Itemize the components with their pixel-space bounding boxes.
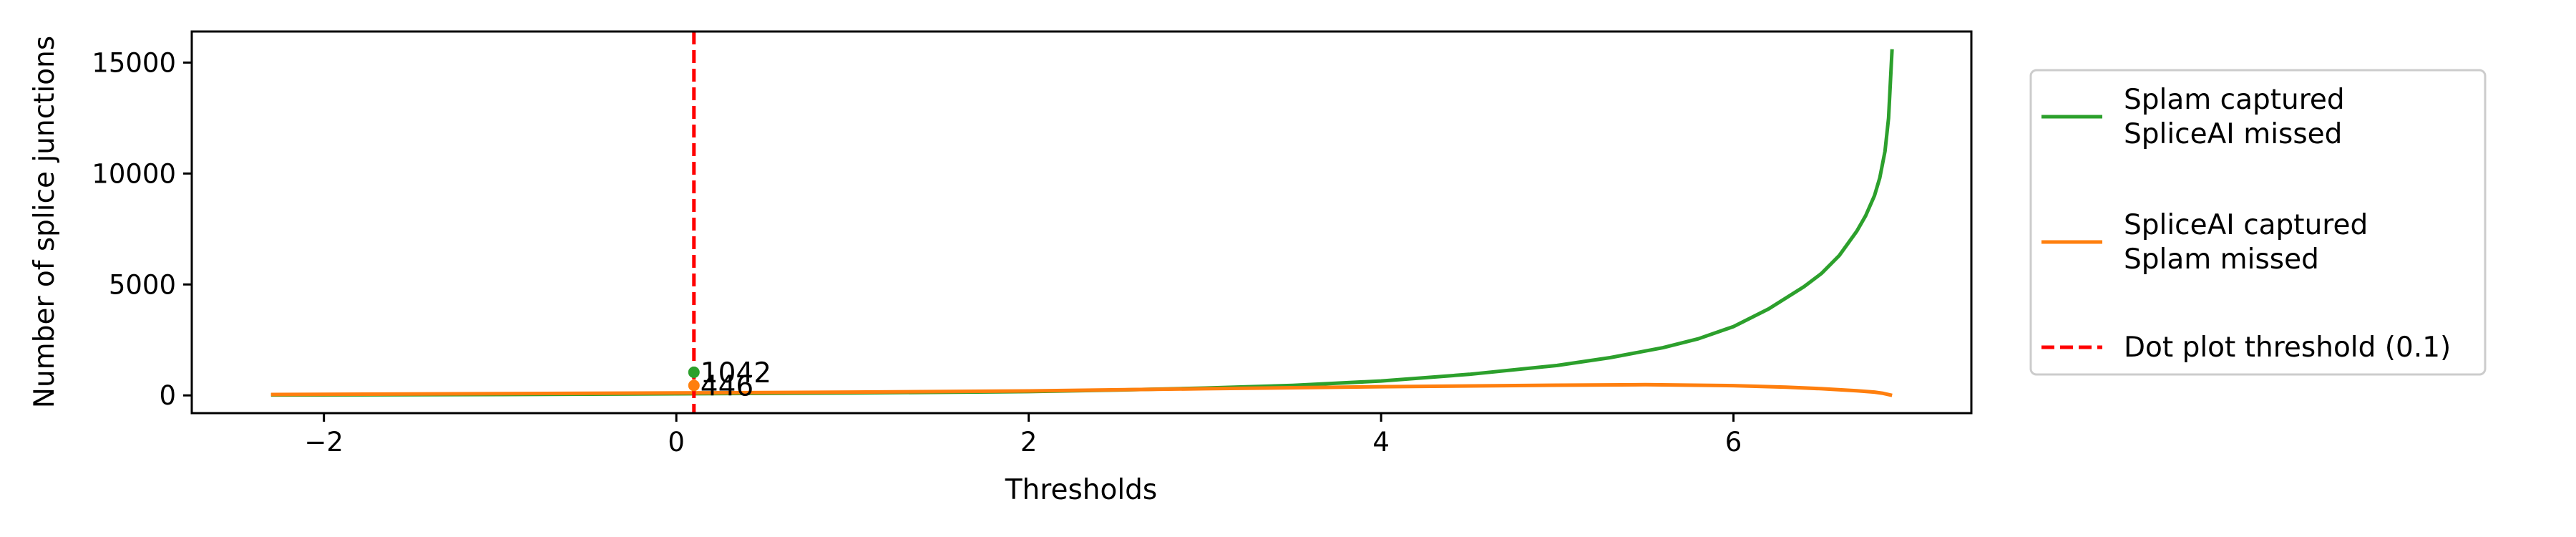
y-tick-label: 10000 bbox=[92, 158, 176, 189]
annotation-label-2: 446 bbox=[701, 370, 753, 402]
x-tick-label: −2 bbox=[304, 427, 343, 458]
legend-label-2: SpliceAI captured Splam missed bbox=[2124, 209, 2368, 276]
annotation-point-1 bbox=[688, 366, 700, 378]
series-line-1 bbox=[270, 49, 1894, 397]
y-axis-label: Number of splice junctions bbox=[29, 36, 61, 408]
plot-area-frame bbox=[190, 30, 1973, 415]
y-tick-label: 5000 bbox=[109, 269, 176, 300]
legend: Splam captured SpliceAI missed SpliceAI ca… bbox=[2029, 69, 2487, 376]
legend-frame bbox=[2029, 69, 2487, 376]
y-tick-label: 15000 bbox=[92, 47, 176, 78]
legend-label-3: Dot plot threshold (0.1) bbox=[2124, 332, 2451, 364]
y-tick-label: 0 bbox=[159, 380, 176, 411]
x-tick-label: 4 bbox=[1372, 427, 1390, 458]
annotation-label-1: 1042 bbox=[701, 357, 771, 390]
x-tick-label: 0 bbox=[668, 427, 685, 458]
x-tick-label: 2 bbox=[1020, 427, 1038, 458]
annotation-point-2 bbox=[688, 379, 700, 392]
x-axis-label: Thresholds bbox=[1005, 474, 1158, 506]
x-tick-label: 6 bbox=[1725, 427, 1742, 458]
legend-label-1: Splam captured SpliceAI missed bbox=[2124, 84, 2345, 150]
series-line-2 bbox=[270, 382, 1893, 397]
axis-ticks: −2 0 2 4 6 0 5000 10000 15000 bbox=[92, 47, 1742, 458]
